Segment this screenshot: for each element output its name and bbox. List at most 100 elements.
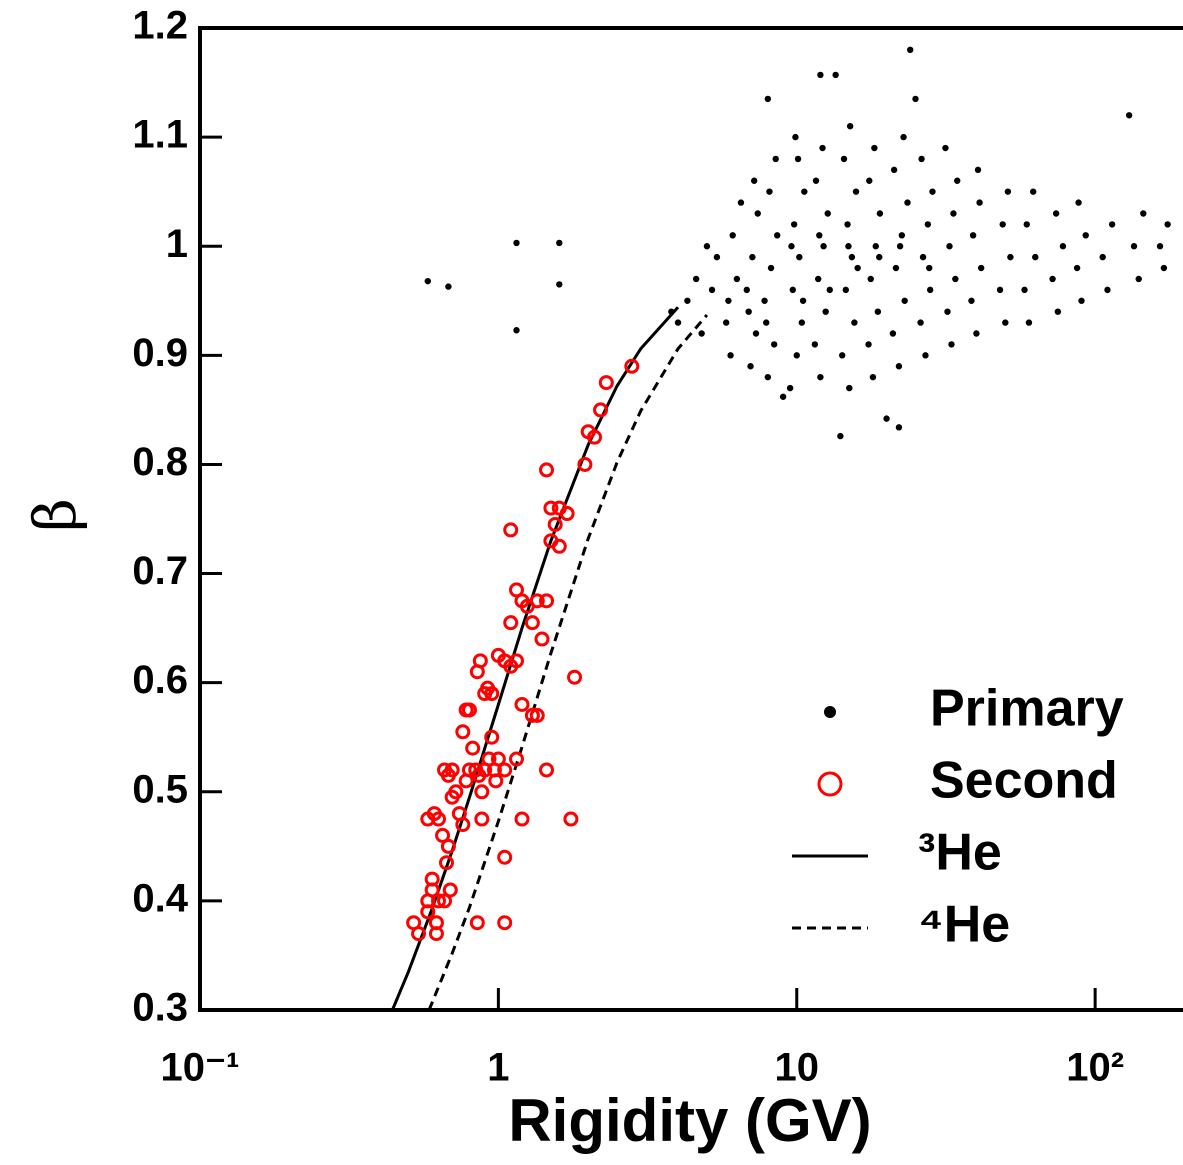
- marker: [539, 462, 555, 478]
- marker: [918, 155, 925, 163]
- marker: [950, 210, 957, 217]
- marker: [904, 199, 911, 206]
- marker: [796, 253, 803, 261]
- y-tick-label: 0.3: [132, 986, 188, 1030]
- marker: [484, 686, 500, 702]
- marker: [779, 393, 787, 400]
- marker: [524, 615, 540, 631]
- marker: [1054, 308, 1062, 315]
- marker: [926, 286, 934, 294]
- marker: [1104, 286, 1111, 294]
- marker: [587, 429, 603, 445]
- marker: [815, 275, 822, 283]
- marker: [1021, 286, 1028, 294]
- marker: [1007, 253, 1014, 261]
- marker: [867, 275, 874, 283]
- marker: [497, 849, 513, 865]
- marker: [465, 740, 481, 756]
- marker: [750, 177, 758, 184]
- marker: [431, 893, 447, 909]
- marker: [788, 243, 795, 250]
- marker: [968, 297, 975, 304]
- marker: [929, 188, 936, 195]
- marker: [729, 232, 736, 239]
- marker: [794, 155, 802, 163]
- marker: [722, 319, 730, 326]
- marker: [420, 904, 436, 920]
- marker: [725, 297, 732, 304]
- marker: [871, 144, 878, 152]
- marker: [1082, 232, 1089, 239]
- marker: [837, 432, 844, 440]
- marker: [922, 352, 929, 359]
- marker: [474, 811, 490, 827]
- marker: [428, 926, 444, 942]
- marker: [845, 243, 852, 250]
- marker: [844, 221, 851, 228]
- marker: [786, 384, 794, 392]
- marker: [598, 375, 614, 391]
- marker: [876, 210, 884, 217]
- marker: [1023, 221, 1030, 228]
- marker: [524, 707, 540, 723]
- x-tick-label: 10²: [1066, 1046, 1124, 1090]
- marker: [764, 95, 772, 103]
- marker: [556, 281, 563, 288]
- x-tick-label: 10⁻¹: [161, 1046, 240, 1090]
- marker: [484, 729, 500, 745]
- marker: [996, 286, 1004, 294]
- marker: [976, 199, 983, 206]
- marker: [1160, 264, 1168, 272]
- marker: [764, 373, 772, 381]
- marker: [789, 286, 797, 294]
- marker: [556, 239, 563, 247]
- marker: [733, 275, 741, 283]
- marker: [472, 653, 488, 669]
- marker: [424, 871, 440, 887]
- marker: [1049, 275, 1056, 283]
- marker: [811, 341, 819, 348]
- marker: [743, 286, 750, 294]
- marker: [624, 358, 640, 374]
- marker: [895, 424, 903, 431]
- marker: [514, 696, 530, 712]
- marker: [890, 166, 898, 174]
- marker: [455, 817, 471, 833]
- plot-area: [391, 46, 1171, 1011]
- marker: [438, 855, 454, 871]
- marker: [854, 264, 861, 272]
- marker: [534, 631, 550, 647]
- y-tick-label: 1.2: [132, 4, 188, 48]
- legend-label: Second: [930, 752, 1118, 810]
- marker: [846, 123, 854, 130]
- marker: [826, 286, 833, 294]
- marker: [490, 751, 506, 767]
- marker: [497, 762, 513, 778]
- marker: [798, 319, 806, 326]
- marker: [883, 415, 890, 422]
- marker: [547, 516, 563, 532]
- marker: [874, 308, 882, 315]
- y-axis-title: β: [21, 498, 89, 532]
- marker: [698, 330, 705, 337]
- marker: [919, 253, 927, 261]
- marker: [708, 286, 716, 294]
- marker: [832, 71, 839, 79]
- marker: [944, 308, 951, 315]
- legend-label: Primary: [930, 680, 1124, 738]
- marker: [713, 253, 721, 261]
- marker: [539, 593, 555, 609]
- marker: [461, 702, 477, 718]
- marker: [792, 133, 799, 141]
- legend-label: ⁴He: [918, 896, 1010, 954]
- marker: [838, 352, 846, 359]
- marker: [869, 373, 877, 381]
- marker: [529, 707, 545, 723]
- marker: [508, 751, 524, 767]
- marker: [817, 373, 824, 381]
- marker: [865, 341, 872, 348]
- marker: [969, 232, 977, 239]
- marker: [895, 363, 903, 370]
- marker: [952, 275, 959, 283]
- y-tick-label: 0.4: [132, 876, 188, 920]
